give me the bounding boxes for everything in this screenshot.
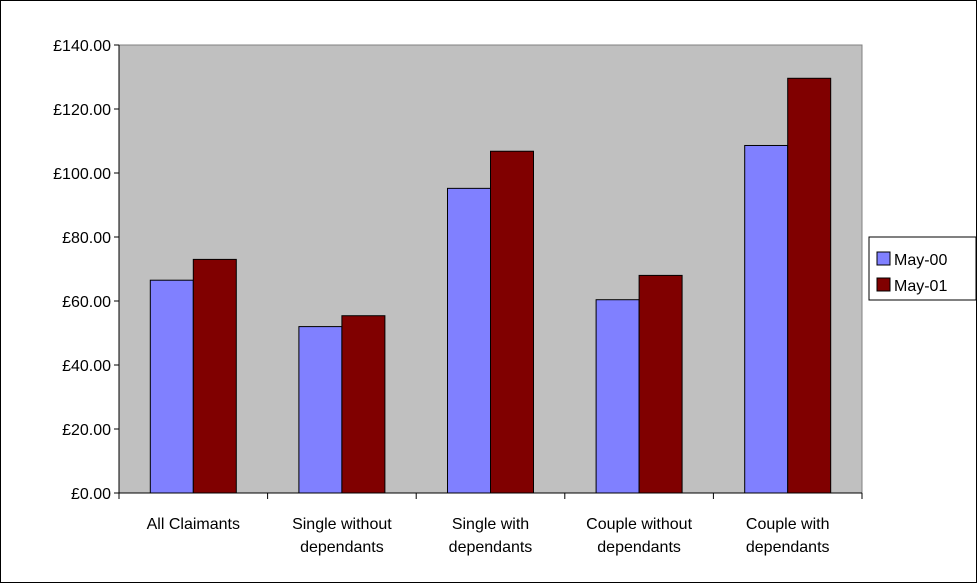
x-category-label: Couple without [586,516,692,533]
x-category-label: Single without [292,516,392,533]
x-category-label: dependants [300,539,384,556]
y-tick-label: £100.00 [53,166,111,183]
y-tick-label: £0.00 [71,486,111,503]
bar-may-00 [298,326,343,494]
x-category-label: Single with [452,516,529,533]
x-category-label: Couple with [746,516,830,533]
legend-swatch [876,277,891,292]
bar-may-01 [787,77,832,494]
bar-may-00 [149,279,194,494]
y-tick-label: £120.00 [53,102,111,119]
bar-may-01 [192,258,237,494]
bar-may-00 [447,187,491,494]
legend-swatch [876,251,891,266]
bar-may-01 [490,150,534,494]
legend-label: May-01 [894,278,947,295]
legend-label: May-00 [894,252,947,269]
bar-may-01 [638,274,683,494]
x-category-label: dependants [449,539,533,556]
bar-may-00 [744,144,789,494]
y-tick-label: £40.00 [62,358,111,375]
x-axis: All Claimants Single without dependants Sin… [118,492,863,556]
x-category-label: dependants [746,539,830,556]
bar-may-00 [595,299,640,494]
y-tick-label: £80.00 [62,230,111,247]
bar-may-01 [341,315,386,494]
y-tick-label: £60.00 [62,294,111,311]
bar-series-group [149,77,832,494]
x-category-label: dependants [597,539,681,556]
y-tick-label: £20.00 [62,422,111,439]
y-tick-label: £140.00 [53,38,111,55]
y-axis: £0.00 £20.00 £40.00 £60.00 £80.00 £100.00 £120… [53,38,120,503]
x-category-label: All Claimants [147,516,240,533]
legend: May-00 May-01 [868,236,976,301]
